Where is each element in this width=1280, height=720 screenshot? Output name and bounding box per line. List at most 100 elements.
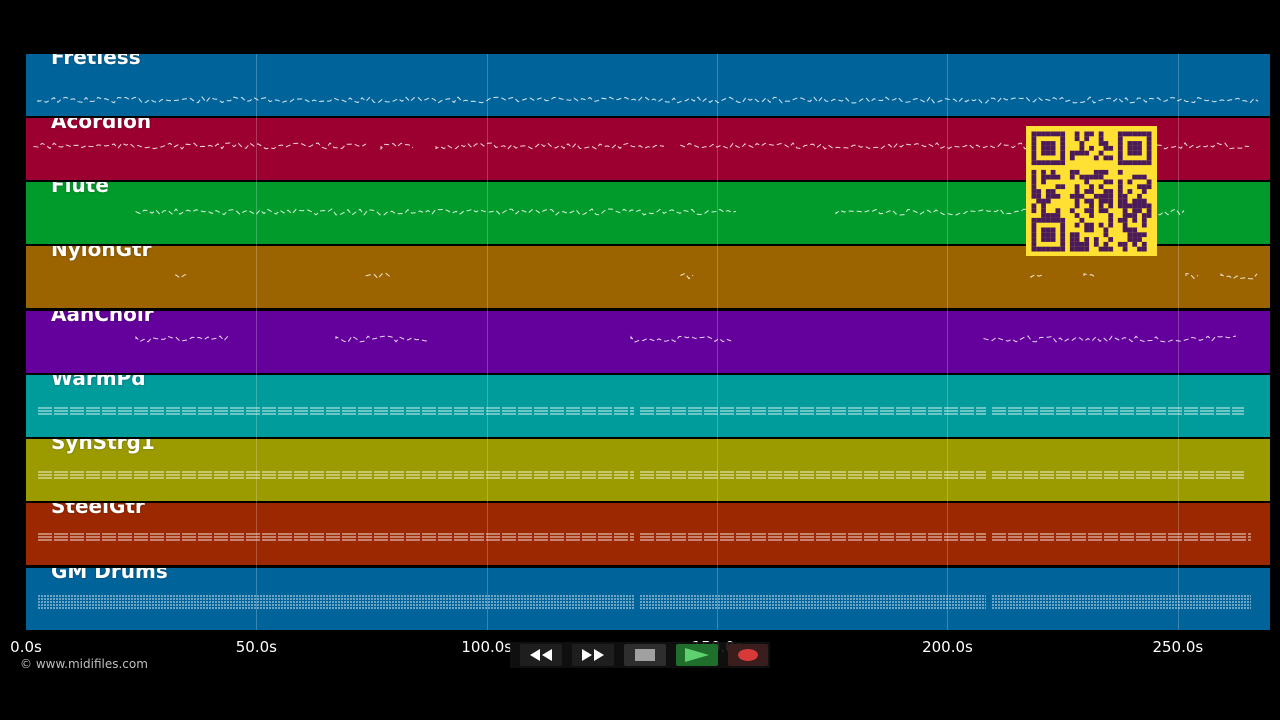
qr-module xyxy=(1137,141,1142,146)
qr-module xyxy=(1031,203,1037,209)
qr-module xyxy=(1089,227,1094,233)
qr-module xyxy=(1108,203,1114,209)
qr-module xyxy=(1117,141,1123,146)
qr-module xyxy=(1098,169,1104,175)
qr-module xyxy=(1055,213,1061,218)
qr-module xyxy=(1103,155,1109,161)
qr-module xyxy=(1084,136,1090,142)
qr-module xyxy=(1108,217,1114,223)
qr-code xyxy=(1026,126,1157,256)
qr-module xyxy=(1069,155,1075,161)
fast-forward-button[interactable] xyxy=(572,644,614,666)
qr-module xyxy=(1060,160,1066,166)
qr-module xyxy=(1079,150,1085,156)
qr-module xyxy=(1031,237,1037,242)
qr-module xyxy=(1031,246,1037,252)
fast-forward-icon xyxy=(582,649,604,661)
qr-module xyxy=(1031,232,1037,238)
track-name: SynStrg1 xyxy=(51,439,155,454)
qr-module xyxy=(1031,217,1037,223)
note-marks xyxy=(1220,273,1258,280)
qr-module xyxy=(1036,217,1042,223)
qr-module xyxy=(1045,246,1051,252)
qr-module xyxy=(1122,193,1128,199)
qr-module xyxy=(1141,184,1147,190)
qr-module xyxy=(1108,198,1114,204)
qr-module xyxy=(1103,241,1109,247)
qr-module xyxy=(1117,203,1123,209)
track-lanes: Fretless Acordion Flute NylonGtr AahChoi… xyxy=(26,54,1270,630)
qr-module xyxy=(1031,208,1037,214)
qr-module xyxy=(1122,198,1128,204)
qr-module xyxy=(1141,241,1147,247)
qr-module xyxy=(1045,213,1051,218)
qr-module xyxy=(1045,174,1051,180)
note-pattern xyxy=(135,335,1237,343)
play-button[interactable] xyxy=(676,644,718,666)
qr-module xyxy=(1108,246,1114,252)
note-marks xyxy=(135,208,737,216)
qr-module xyxy=(1127,189,1133,194)
qr-module xyxy=(1108,213,1114,218)
qr-module xyxy=(1146,208,1152,214)
track-lane: GM Drums xyxy=(26,568,1270,630)
qr-module xyxy=(1045,131,1051,137)
qr-module xyxy=(1117,198,1123,204)
note-pattern xyxy=(38,407,1244,415)
qr-module xyxy=(1050,246,1056,252)
qr-module xyxy=(1041,227,1046,233)
qr-module xyxy=(1069,208,1075,214)
qr-module xyxy=(1103,169,1109,175)
qr-module xyxy=(1108,155,1114,161)
qr-module xyxy=(1089,174,1094,180)
qr-module xyxy=(1117,184,1123,190)
qr-module xyxy=(1084,246,1090,252)
qr-module xyxy=(1098,222,1104,228)
qr-module xyxy=(1137,150,1142,156)
qr-module xyxy=(1079,145,1085,151)
qr-module xyxy=(1103,193,1109,199)
qr-module xyxy=(1041,174,1046,180)
qr-module xyxy=(1060,136,1066,142)
qr-module xyxy=(1137,145,1142,151)
qr-module xyxy=(1069,169,1075,175)
qr-module xyxy=(1084,179,1090,185)
qr-module xyxy=(1122,222,1128,228)
qr-module xyxy=(1117,189,1123,194)
note-pattern xyxy=(175,272,1258,280)
qr-module xyxy=(1084,189,1090,194)
qr-module xyxy=(1055,174,1061,180)
qr-module xyxy=(1045,141,1051,146)
qr-module xyxy=(1098,208,1104,214)
track-lane: SynStrg1 xyxy=(26,439,1270,501)
qr-module xyxy=(1031,184,1037,190)
qr-module xyxy=(1079,141,1085,146)
qr-module xyxy=(1117,131,1123,137)
play-icon xyxy=(685,648,709,662)
qr-module xyxy=(1108,193,1114,199)
qr-module xyxy=(1045,160,1051,166)
qr-module xyxy=(1060,141,1066,146)
track-name: Fretless xyxy=(51,54,141,69)
qr-module xyxy=(1103,189,1109,194)
qr-module xyxy=(1141,203,1147,209)
qr-module xyxy=(1089,213,1094,218)
note-marks xyxy=(435,142,665,150)
qr-module xyxy=(1141,217,1147,223)
qr-module xyxy=(1084,131,1090,137)
note-marks xyxy=(37,96,1259,104)
qr-module xyxy=(1045,193,1051,199)
track-name: NylonGtr xyxy=(51,246,152,261)
rewind-button[interactable] xyxy=(520,644,562,666)
qr-module xyxy=(1036,198,1042,204)
qr-module xyxy=(1132,131,1138,137)
note-pattern xyxy=(38,471,1244,479)
stop-button[interactable] xyxy=(624,644,666,666)
qr-module xyxy=(1127,203,1133,209)
record-button[interactable] xyxy=(728,644,768,666)
qr-module xyxy=(1074,136,1080,142)
note-marks xyxy=(1083,273,1097,279)
qr-module xyxy=(1045,232,1051,238)
qr-module xyxy=(1093,169,1099,175)
qr-module xyxy=(1089,131,1094,137)
